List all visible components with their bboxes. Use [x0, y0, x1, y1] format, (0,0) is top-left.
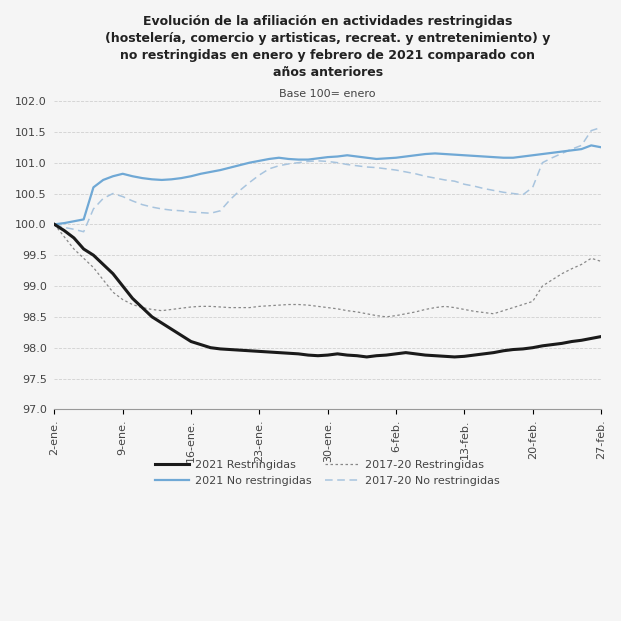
- Legend: 2021 Restringidas, 2021 No restringidas, 2017-20 Restringidas, 2017-20 No restri: 2021 Restringidas, 2021 No restringidas,…: [151, 456, 504, 490]
- 2017-20 No restringidas: [207, 209, 214, 217]
- 2017-20 Restringidas: [383, 313, 390, 320]
- 2021 Restringidas: [197, 341, 204, 348]
- 2021 No restringidas: [70, 217, 78, 225]
- 2021 Restringidas: [597, 333, 605, 340]
- 2021 No restringidas: [80, 215, 88, 223]
- 2017-20 No restringidas: [51, 220, 58, 228]
- 2017-20 Restringidas: [285, 301, 292, 308]
- 2021 Restringidas: [70, 234, 78, 242]
- 2021 No restringidas: [51, 220, 58, 228]
- 2017-20 No restringidas: [432, 175, 439, 182]
- 2017-20 No restringidas: [295, 159, 302, 166]
- 2021 Restringidas: [432, 352, 439, 360]
- 2021 Restringidas: [441, 353, 448, 360]
- 2017-20 No restringidas: [80, 228, 88, 235]
- 2017-20 No restringidas: [70, 225, 78, 233]
- 2021 No restringidas: [285, 155, 292, 163]
- Text: Base 100= enero: Base 100= enero: [279, 89, 376, 99]
- 2021 No restringidas: [422, 150, 429, 158]
- 2017-20 Restringidas: [441, 302, 448, 310]
- 2017-20 No restringidas: [597, 124, 605, 131]
- 2017-20 Restringidas: [597, 258, 605, 265]
- 2021 Restringidas: [51, 220, 58, 228]
- 2021 Restringidas: [363, 353, 371, 361]
- 2021 No restringidas: [597, 143, 605, 151]
- Title: Evolución de la afiliación en actividades restringidas
(hostelería, comercio y a: Evolución de la afiliación en actividade…: [105, 15, 550, 79]
- 2017-20 Restringidas: [70, 245, 78, 253]
- 2017-20 No restringidas: [89, 205, 97, 212]
- Line: 2017-20 Restringidas: 2017-20 Restringidas: [55, 224, 601, 317]
- Line: 2021 No restringidas: 2021 No restringidas: [55, 145, 601, 224]
- Line: 2021 Restringidas: 2021 Restringidas: [55, 224, 601, 357]
- 2021 No restringidas: [587, 142, 595, 149]
- 2017-20 No restringidas: [441, 176, 448, 184]
- 2021 No restringidas: [432, 150, 439, 157]
- 2017-20 Restringidas: [51, 220, 58, 228]
- 2017-20 Restringidas: [432, 304, 439, 311]
- 2017-20 Restringidas: [197, 302, 204, 310]
- 2017-20 Restringidas: [80, 255, 88, 262]
- 2021 No restringidas: [197, 170, 204, 178]
- 2021 Restringidas: [285, 350, 292, 357]
- Line: 2017-20 No restringidas: 2017-20 No restringidas: [55, 127, 601, 232]
- 2021 Restringidas: [80, 245, 88, 253]
